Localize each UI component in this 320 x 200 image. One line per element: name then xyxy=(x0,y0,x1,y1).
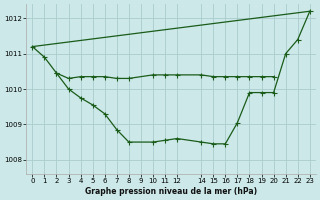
X-axis label: Graphe pression niveau de la mer (hPa): Graphe pression niveau de la mer (hPa) xyxy=(85,187,257,196)
